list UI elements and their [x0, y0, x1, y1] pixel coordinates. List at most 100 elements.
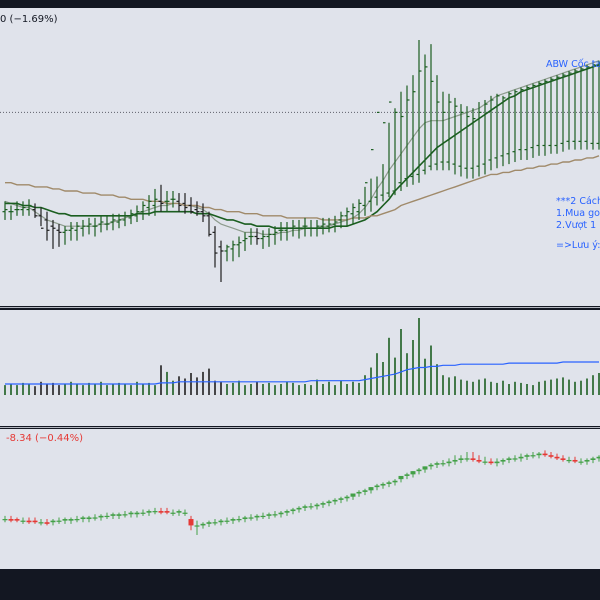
candle-body: [410, 471, 416, 475]
candle-body: [362, 490, 368, 492]
candle: [548, 452, 554, 459]
candle: [344, 495, 350, 502]
candle-body: [560, 458, 566, 460]
ohlc-bar: [146, 195, 152, 216]
ohlc-bar: [584, 64, 590, 150]
ohlc-bar: [458, 104, 464, 177]
ohlc-bar: [416, 40, 422, 183]
candle-body: [26, 520, 32, 523]
candle-body: [500, 459, 506, 462]
ohlc-bar: [254, 228, 260, 245]
ohlc-bar: [440, 91, 446, 171]
candle-body: [434, 463, 440, 465]
candle: [254, 514, 260, 521]
candle: [338, 496, 344, 504]
price-pane-bg: [0, 8, 600, 306]
price-pane: [0, 40, 600, 282]
note-line-3[interactable]: 2.Vượt 1: [556, 220, 597, 231]
candle: [80, 515, 86, 523]
ohlc-bar: [224, 244, 230, 262]
ohlc-bar: [104, 215, 110, 231]
candle-body: [74, 519, 80, 521]
candle-body: [224, 520, 230, 522]
candle-body: [98, 515, 104, 518]
candle: [170, 509, 176, 516]
lower-pane-bg: [0, 429, 600, 569]
candle: [212, 519, 218, 526]
candle-body: [278, 512, 284, 515]
candle: [542, 450, 548, 457]
candle-body: [578, 461, 584, 463]
candle-body: [206, 522, 212, 524]
note-line-2[interactable]: 1.Mua gon: [556, 208, 600, 219]
candle-body: [68, 519, 74, 521]
candle-body: [260, 515, 266, 518]
ohlc-bar: [590, 62, 596, 150]
candle: [20, 517, 26, 524]
ohlc-bar: [470, 108, 476, 179]
candle: [356, 490, 362, 497]
candle-body: [134, 512, 140, 515]
lower-change-readout: -8.34 (−0.44%): [6, 433, 84, 444]
candle: [92, 514, 98, 521]
ohlc-bar: [152, 188, 158, 216]
candle: [566, 456, 572, 464]
candle-body: [404, 474, 410, 476]
candle-body: [92, 517, 98, 519]
candle-body: [152, 511, 158, 513]
ohlc-bar: [50, 219, 56, 249]
ohlc-bar: [8, 205, 14, 220]
ohlc-bar: [32, 203, 38, 218]
candle: [434, 461, 440, 468]
ohlc-bar: [392, 108, 398, 196]
candle-body: [488, 461, 494, 464]
candle-body: [350, 493, 356, 497]
candle: [104, 512, 110, 520]
ohlc-bar: [308, 219, 314, 237]
candle: [134, 511, 140, 518]
abw-annotation[interactable]: ABW Cốc ta: [546, 59, 600, 70]
ohlc-bar: [482, 99, 488, 175]
candle-body: [200, 523, 206, 526]
candle-body: [248, 517, 254, 519]
candle: [302, 504, 308, 512]
candle: [422, 466, 428, 473]
ohlc-bar: [182, 193, 188, 214]
candle: [2, 515, 8, 523]
ohlc-bar: [128, 209, 134, 225]
candle: [38, 519, 44, 526]
candle-body: [50, 520, 56, 523]
candle: [128, 511, 134, 518]
candle: [266, 512, 272, 520]
candle: [572, 456, 578, 464]
ohlc-bar: [80, 219, 86, 237]
candle: [8, 515, 14, 523]
note-line-1[interactable]: ***2 Cách: [556, 196, 600, 207]
candle: [452, 455, 458, 465]
ohlc-bar: [542, 79, 548, 156]
candle: [416, 467, 422, 475]
ohlc-bar: [350, 203, 356, 225]
ohlc-bar: [218, 240, 224, 282]
candle: [248, 514, 254, 521]
candle: [536, 452, 542, 459]
ohlc-bar: [170, 190, 176, 208]
ohlc-bar: [14, 201, 20, 216]
ohlc-bar: [338, 211, 344, 229]
candle: [578, 458, 584, 465]
ohlc-bar: [140, 201, 146, 220]
candle-body: [314, 504, 320, 507]
candle: [482, 456, 488, 465]
note-line-4[interactable]: =>Lưu ý:(: [556, 240, 600, 251]
candle: [458, 455, 464, 464]
candle-body: [476, 459, 482, 462]
ohlc-bar: [206, 211, 212, 237]
candle-body: [458, 458, 464, 460]
candle-body: [236, 519, 242, 521]
ohlc-bar: [506, 91, 512, 165]
candle-body: [242, 517, 248, 520]
candle-body: [440, 463, 446, 465]
candle: [224, 517, 230, 524]
candle: [176, 509, 182, 516]
